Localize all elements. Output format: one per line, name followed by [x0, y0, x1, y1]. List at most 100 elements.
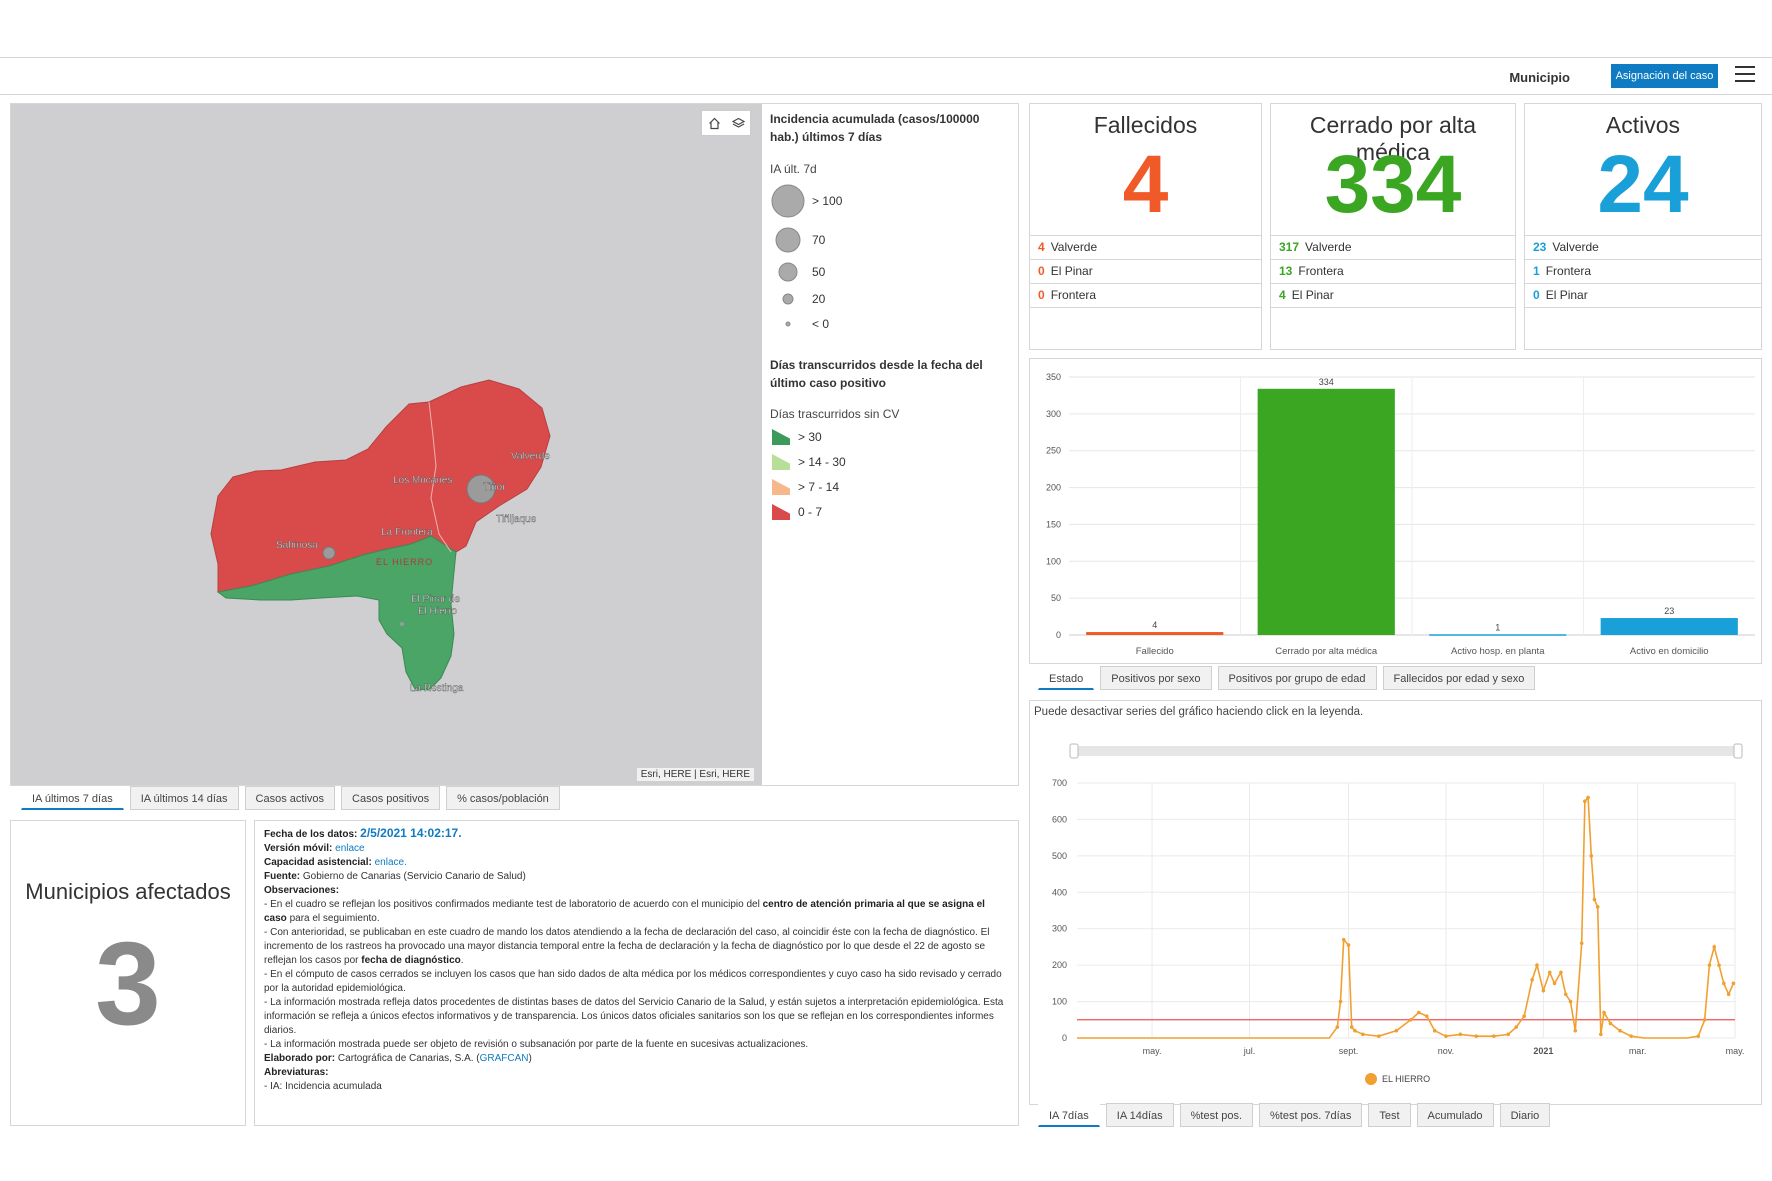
- tab-casos-activos[interactable]: Casos activos: [244, 786, 336, 810]
- bar-chart-tabs: Estado Positivos por sexo Positivos por …: [1038, 666, 1536, 690]
- obs-text: - La información mostrada refleja datos …: [264, 997, 1004, 1036]
- series-point[interactable]: [1722, 981, 1726, 986]
- series-point[interactable]: [1579, 941, 1584, 946]
- bar[interactable]: [1257, 388, 1395, 635]
- series-point[interactable]: [1514, 1025, 1518, 1029]
- tab-estado[interactable]: Estado: [1038, 666, 1095, 690]
- scrollbar-handle-left[interactable]: [1069, 743, 1079, 759]
- layers-icon[interactable]: [726, 111, 750, 135]
- series-point[interactable]: [1707, 963, 1712, 967]
- series-point[interactable]: [1444, 1034, 1448, 1038]
- series-point[interactable]: [1563, 992, 1568, 997]
- legend-marker[interactable]: [1365, 1073, 1377, 1085]
- scrollbar-handle-right[interactable]: [1733, 743, 1743, 759]
- series-point[interactable]: [1592, 897, 1597, 902]
- municipios-title: Municipios afectados: [25, 879, 231, 904]
- tab-ia-7[interactable]: IA últimos 7 días: [21, 786, 124, 810]
- movil-link[interactable]: enlace: [335, 843, 365, 854]
- tab-casos-positivos[interactable]: Casos positivos: [341, 786, 441, 810]
- grafcan-link[interactable]: GRAFCAN: [479, 1053, 529, 1064]
- tab-fallecidos-edad-sexo[interactable]: Fallecidos por edad y sexo: [1382, 666, 1536, 690]
- map-view[interactable]: Valverde Los Mocanes Tiñor Tiñijaque La …: [11, 104, 762, 785]
- series-point[interactable]: [1608, 1021, 1613, 1026]
- series-point[interactable]: [1474, 1034, 1479, 1038]
- series-point[interactable]: [1394, 1028, 1399, 1033]
- series-point[interactable]: [1602, 1010, 1606, 1015]
- island-label: EL HIERRO: [376, 557, 433, 567]
- series-point[interactable]: [1361, 1032, 1365, 1037]
- series-point[interactable]: [1712, 945, 1717, 949]
- legend-title-days: Días transcurridos desde la fecha del úl…: [770, 358, 983, 390]
- incidence-circle-tiny[interactable]: [400, 622, 404, 626]
- series-point[interactable]: [1717, 963, 1721, 967]
- obs-text: .: [460, 955, 464, 966]
- series-point[interactable]: [1506, 1032, 1511, 1037]
- series-point[interactable]: [1377, 1034, 1381, 1038]
- series-point[interactable]: [1492, 1034, 1496, 1038]
- kpi-row: 0 Frontera: [1030, 283, 1261, 308]
- series-point[interactable]: [1424, 1014, 1429, 1018]
- series-point[interactable]: [1702, 1017, 1707, 1022]
- series-point[interactable]: [1458, 1032, 1463, 1037]
- tab-acumulado[interactable]: Acumulado: [1416, 1103, 1494, 1127]
- series-point[interactable]: [1353, 1028, 1357, 1033]
- bar[interactable]: [1429, 634, 1567, 636]
- series-point[interactable]: [1595, 905, 1600, 909]
- series-point[interactable]: [1432, 1028, 1437, 1033]
- home-icon[interactable]: [702, 111, 726, 135]
- bar[interactable]: [1600, 618, 1738, 635]
- line-y-tick-label: 400: [1052, 887, 1067, 897]
- asignacion-button[interactable]: Asignación del caso: [1611, 64, 1718, 88]
- series-point[interactable]: [1629, 1034, 1633, 1038]
- tab-diario[interactable]: Diario: [1499, 1103, 1551, 1127]
- series-point[interactable]: [1589, 854, 1594, 858]
- hamburger-menu-icon[interactable]: [1735, 66, 1755, 84]
- tab-test-pos-7dias[interactable]: %test pos. 7días: [1259, 1103, 1363, 1127]
- municipio-label: Municipio: [1509, 70, 1570, 85]
- bar-category-label: Cerrado por alta médica: [1275, 646, 1378, 657]
- tab-casos-poblacion[interactable]: % casos/población: [446, 786, 560, 810]
- legend-series-label[interactable]: EL HIERRO: [1382, 1074, 1430, 1084]
- bar-chart: 0 50 100 150 200 250 300 350 4 Fallecido 334 Cerrad…: [1046, 372, 1755, 657]
- series-point[interactable]: [1559, 970, 1563, 975]
- series-point[interactable]: [1547, 970, 1552, 975]
- series-point[interactable]: [1573, 1028, 1578, 1033]
- series-point[interactable]: [1583, 799, 1587, 804]
- obs-text: - En el cuadro se reflejan los positivos…: [264, 899, 763, 910]
- series-point[interactable]: [1618, 1028, 1622, 1033]
- series-point[interactable]: [1335, 1025, 1340, 1029]
- series-point[interactable]: [1341, 937, 1346, 942]
- series-point[interactable]: [1349, 1025, 1354, 1029]
- series-point[interactable]: [1586, 795, 1590, 800]
- series-point[interactable]: [1568, 999, 1573, 1004]
- series-point[interactable]: [1726, 992, 1731, 997]
- kpi-row: 4 Valverde: [1030, 235, 1261, 259]
- incidence-circle-small[interactable]: [322, 546, 336, 560]
- series-point[interactable]: [1552, 981, 1557, 986]
- series-point[interactable]: [1599, 1032, 1603, 1037]
- map-region-green[interactable]: [216, 535, 457, 691]
- series-point[interactable]: [1346, 943, 1351, 947]
- info-text: Fecha de los datos: 2/5/2021 14:02:17. V…: [264, 826, 1009, 1094]
- series-point[interactable]: [1408, 1017, 1413, 1022]
- tab-test[interactable]: Test: [1368, 1103, 1411, 1127]
- tab-positivos-sexo[interactable]: Positivos por sexo: [1100, 666, 1212, 690]
- tab-positivos-edad[interactable]: Positivos por grupo de edad: [1217, 666, 1377, 690]
- series-point[interactable]: [1731, 981, 1736, 986]
- series-point[interactable]: [1535, 963, 1539, 967]
- series-point[interactable]: [1522, 1014, 1526, 1018]
- tab-test-pos[interactable]: %test pos.: [1179, 1103, 1253, 1127]
- series-point[interactable]: [1530, 977, 1534, 982]
- capacidad-link[interactable]: enlace.: [374, 857, 407, 868]
- tab-ia-7dias[interactable]: IA 7días: [1038, 1103, 1100, 1127]
- bar[interactable]: [1086, 632, 1224, 635]
- chart-scrollbar[interactable]: [1072, 746, 1740, 756]
- series-point[interactable]: [1416, 1010, 1421, 1015]
- series-point[interactable]: [1541, 988, 1546, 993]
- incidence-circle-large[interactable]: [466, 474, 496, 504]
- tab-ia-14[interactable]: IA últimos 14 días: [129, 786, 239, 810]
- bar-y-tick-label: 250: [1046, 446, 1061, 456]
- series-point[interactable]: [1696, 1034, 1701, 1038]
- tab-ia-14dias[interactable]: IA 14días: [1105, 1103, 1174, 1127]
- series-point[interactable]: [1338, 999, 1343, 1004]
